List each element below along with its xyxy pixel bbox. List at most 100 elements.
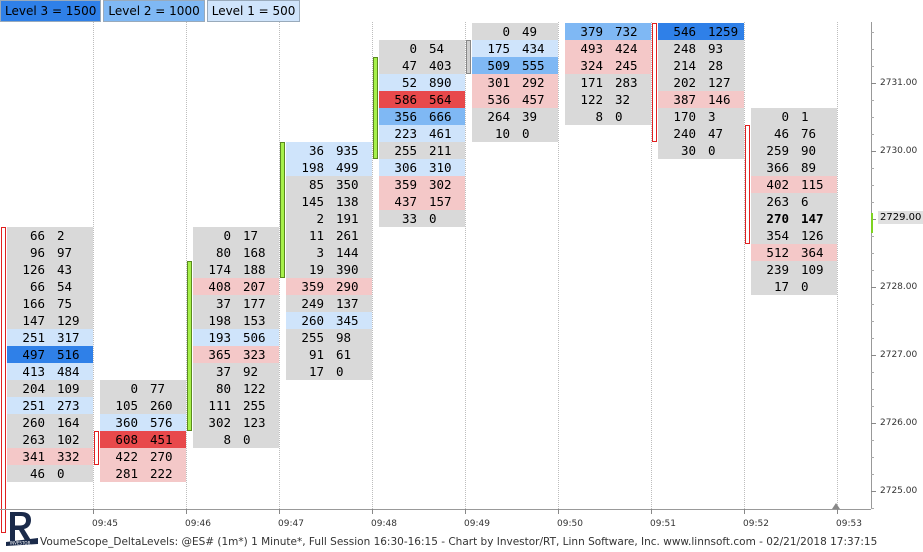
time-label: 09:49 (464, 519, 490, 529)
bid-volume: 255 (394, 143, 417, 158)
ask-volume: 49 (522, 24, 538, 39)
ask-volume: 32 (615, 92, 631, 107)
footprint-cell: 608 451 (100, 431, 186, 448)
ask-volume: 54 (429, 41, 445, 56)
time-gridline (465, 22, 466, 509)
ask-volume: 177 (243, 296, 266, 311)
footprint-cell: 80 168 (193, 244, 279, 261)
delta-level-legend: Level 3 = 1500 Level 2 = 1000 Level 1 = … (0, 0, 302, 22)
ask-volume: 283 (615, 75, 638, 90)
ask-volume: 0 (243, 432, 251, 447)
ask-volume: 2 (57, 228, 65, 243)
ask-volume: 122 (243, 381, 266, 396)
footprint-cell: 402 115 (751, 176, 837, 193)
price-tick (871, 490, 876, 492)
ask-volume: 332 (57, 449, 80, 464)
bid-volume: 437 (394, 194, 417, 209)
ask-volume: 98 (336, 330, 352, 345)
bid-volume: 175 (487, 41, 510, 56)
bid-volume: 255 (301, 330, 324, 345)
time-label: 09:53 (836, 519, 862, 529)
footprint-cell: 10 0 (472, 125, 558, 142)
bid-volume: 85 (308, 177, 324, 192)
time-tick (372, 509, 373, 514)
ask-volume: 97 (57, 245, 73, 260)
ask-volume: 28 (708, 58, 724, 73)
footprint-cell: 223 461 (379, 125, 465, 142)
ask-volume: 127 (708, 75, 731, 90)
ask-volume: 93 (708, 41, 724, 56)
ask-volume: 260 (150, 398, 173, 413)
footprint-cell: 66 54 (7, 278, 93, 295)
scroll-end-arrow-icon[interactable] (832, 503, 840, 509)
price-minor-tick (871, 269, 874, 271)
bid-volume: 202 (673, 75, 696, 90)
bid-volume: 324 (580, 58, 603, 73)
footprint-cell: 260 345 (286, 312, 372, 329)
bid-volume: 214 (673, 58, 696, 73)
ask-volume: 6 (801, 194, 809, 209)
bid-volume: 260 (301, 313, 324, 328)
footprint-cell: 408 207 (193, 278, 279, 295)
bid-volume: 0 (781, 109, 789, 124)
ask-volume: 451 (150, 432, 173, 447)
price-label: 2727.00 (880, 349, 918, 360)
footprint-cell: 0 77 (100, 380, 186, 397)
ask-volume: 732 (615, 24, 638, 39)
footprint-cell: 198 499 (286, 159, 372, 176)
ask-volume: 39 (522, 109, 538, 124)
footprint-cell: 105 260 (100, 397, 186, 414)
footprint-cell: 387 146 (658, 91, 744, 108)
price-minor-tick (871, 184, 874, 186)
footprint-cell: 170 3 (658, 108, 744, 125)
ask-volume: 364 (801, 245, 824, 260)
bid-volume: 91 (308, 347, 324, 362)
ask-volume: 54 (57, 279, 73, 294)
price-minor-tick (871, 31, 874, 33)
ask-volume: 168 (243, 245, 266, 260)
ask-volume: 255 (243, 398, 266, 413)
bid-volume: 147 (22, 313, 45, 328)
footprint-cell: 47 403 (379, 57, 465, 74)
ask-volume: 211 (429, 143, 452, 158)
bid-volume: 204 (22, 381, 45, 396)
candle-body (466, 40, 471, 74)
bid-volume: 166 (22, 296, 45, 311)
footprint-cell: 251 273 (7, 397, 93, 414)
ask-volume: 0 (57, 466, 65, 481)
footprint-cell: 260 164 (7, 414, 93, 431)
ask-volume: 89 (801, 160, 817, 175)
bid-volume: 422 (115, 449, 138, 464)
ask-volume: 188 (243, 262, 266, 277)
ask-volume: 516 (57, 347, 80, 362)
bid-volume: 408 (208, 279, 231, 294)
ask-volume: 935 (336, 143, 359, 158)
time-tick (651, 509, 652, 514)
ask-volume: 43 (57, 262, 73, 277)
price-minor-tick (871, 48, 874, 50)
bid-volume: 509 (487, 58, 510, 73)
ask-volume: 137 (336, 296, 359, 311)
ask-volume: 317 (57, 330, 80, 345)
bid-volume: 66 (29, 228, 45, 243)
time-tick (465, 509, 466, 514)
bid-volume: 366 (766, 160, 789, 175)
ask-volume: 164 (57, 415, 80, 430)
ask-volume: 0 (708, 143, 716, 158)
footprint-cell: 96 97 (7, 244, 93, 261)
bid-volume: 260 (22, 415, 45, 430)
bid-volume: 251 (22, 398, 45, 413)
bid-volume: 198 (301, 160, 324, 175)
ask-volume: 424 (615, 41, 638, 56)
candle-body (280, 142, 285, 278)
candle-body (745, 125, 750, 244)
ask-volume: 0 (429, 211, 437, 226)
bid-volume: 387 (673, 92, 696, 107)
price-minor-tick (871, 65, 874, 67)
time-label: 09:45 (92, 519, 118, 529)
ask-volume: 90 (801, 143, 817, 158)
footprint-cell: 171 283 (565, 74, 651, 91)
bid-volume: 30 (680, 143, 696, 158)
bid-volume: 354 (766, 228, 789, 243)
